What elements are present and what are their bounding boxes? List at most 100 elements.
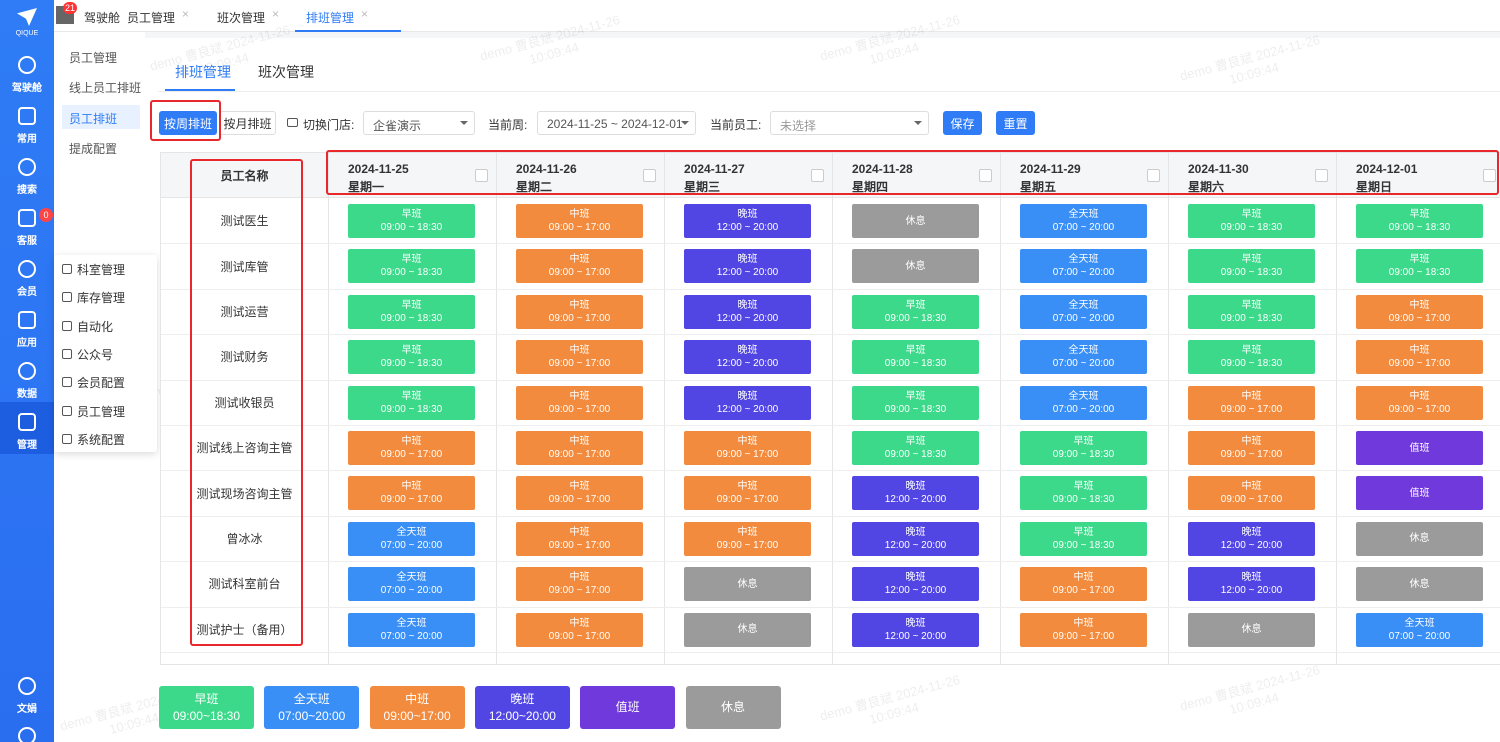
shift-cell[interactable]: 中班 09:00 ~ 17:00 — [1188, 385, 1315, 420]
sidebar-item[interactable]: 客服 — [17, 236, 37, 247]
shift-cell[interactable]: 早班 09:00 ~ 18:30 — [1020, 431, 1147, 465]
shift-cell[interactable]: 全天班 07:00 ~ 20:00 — [1020, 294, 1147, 329]
shift-cell[interactable]: 中班 09:00 ~ 17:00 — [516, 249, 643, 284]
shift-cell[interactable]: 早班 09:00 ~ 18:30 — [1188, 204, 1315, 238]
sidebar-item[interactable]: 驾驶舱 — [12, 83, 42, 94]
sidebar-item[interactable]: 搜索 — [17, 185, 37, 196]
shift-cell[interactable]: 早班 09:00 ~ 18:30 — [348, 294, 475, 329]
shift-cell[interactable]: 中班 09:00 ~ 17:00 — [1188, 476, 1315, 511]
shift-cell[interactable]: 中班 09:00 ~ 17:00 — [516, 521, 643, 556]
shift-cell[interactable]: 休息 — [684, 567, 811, 602]
shift-cell[interactable]: 中班 09:00 ~ 17:00 — [516, 385, 643, 420]
sidebar-item[interactable]: 应用 — [17, 338, 37, 349]
shift-cell[interactable]: 中班 09:00 ~ 17:00 — [684, 521, 811, 556]
shift-cell[interactable]: 晚班 12:00 ~ 20:00 — [852, 612, 979, 647]
header-checkbox[interactable] — [1483, 169, 1496, 182]
shift-cell[interactable]: 中班 09:00 ~ 17:00 — [1356, 294, 1483, 329]
shift-cell[interactable]: 全天班 07:00 ~ 20:00 — [348, 521, 475, 556]
shift-cell[interactable]: 早班 09:00 ~ 18:30 — [1356, 204, 1483, 238]
shift-cell[interactable]: 值班 — [1356, 476, 1483, 511]
shift-cell[interactable]: 全天班 07:00 ~ 20:00 — [1020, 340, 1147, 375]
header-checkbox[interactable] — [979, 169, 992, 182]
tab-close[interactable]: × — [361, 7, 369, 21]
shift-cell[interactable]: 早班 09:00 ~ 18:30 — [1356, 249, 1483, 284]
header-checkbox[interactable] — [475, 169, 488, 182]
shift-cell[interactable]: 早班 09:00 ~ 18:30 — [1020, 476, 1147, 511]
shift-cell[interactable]: 中班 09:00 ~ 17:00 — [516, 204, 643, 238]
header-checkbox[interactable] — [811, 169, 824, 182]
header-checkbox[interactable] — [643, 169, 656, 182]
header-checkbox[interactable] — [1315, 169, 1328, 182]
popup-item[interactable]: 公众号 — [77, 347, 114, 362]
content-tab[interactable]: 班次管理 — [258, 64, 314, 80]
shift-cell[interactable]: 晚班 12:00 ~ 20:00 — [684, 294, 811, 329]
sidebar-item[interactable]: 常用 — [17, 134, 37, 145]
shift-cell[interactable]: 休息 — [1356, 567, 1483, 602]
popup-item[interactable]: 会员配置 — [77, 376, 126, 391]
popup-item[interactable]: 库存管理 — [77, 291, 126, 306]
month-button[interactable]: 按月排班 — [219, 111, 276, 135]
shift-cell[interactable]: 晚班 12:00 ~ 20:00 — [684, 340, 811, 375]
shift-cell[interactable]: 中班 09:00 ~ 17:00 — [516, 612, 643, 647]
shift-cell[interactable]: 晚班 12:00 ~ 20:00 — [852, 476, 979, 511]
shift-cell[interactable]: 晚班 12:00 ~ 20:00 — [1188, 567, 1315, 602]
shift-cell[interactable]: 中班 09:00 ~ 17:00 — [516, 476, 643, 511]
shift-cell[interactable]: 早班 09:00 ~ 18:30 — [852, 294, 979, 329]
header-checkbox[interactable] — [1147, 169, 1160, 182]
shift-cell[interactable]: 晚班 12:00 ~ 20:00 — [852, 567, 979, 602]
tab-close[interactable]: × — [182, 7, 190, 21]
shift-cell[interactable]: 早班 09:00 ~ 18:30 — [852, 385, 979, 420]
shift-cell[interactable]: 中班 09:00 ~ 17:00 — [348, 431, 475, 465]
sidebar-item[interactable]: 会员 — [17, 287, 37, 298]
popup-item[interactable]: 自动化 — [77, 319, 114, 334]
shift-cell[interactable]: 早班 09:00 ~ 18:30 — [852, 431, 979, 465]
shift-cell[interactable]: 中班 09:00 ~ 17:00 — [1356, 340, 1483, 375]
shift-cell[interactable]: 休息 — [852, 204, 979, 238]
week-button[interactable]: 按周排班 — [159, 111, 217, 135]
shift-cell[interactable]: 中班 09:00 ~ 17:00 — [348, 476, 475, 511]
popup-item[interactable]: 系统配置 — [77, 432, 126, 447]
shift-cell[interactable]: 早班 09:00 ~ 18:30 — [1188, 249, 1315, 284]
shift-cell[interactable]: 晚班 12:00 ~ 20:00 — [852, 521, 979, 556]
submenu-item[interactable]: 线上员工排班 — [69, 81, 142, 96]
sidebar-item[interactable]: 文娟 — [17, 704, 37, 715]
shift-cell[interactable]: 休息 — [852, 249, 979, 284]
shift-cell[interactable]: 中班 09:00 ~ 17:00 — [1020, 612, 1147, 647]
content-tab[interactable]: 排班管理 — [175, 64, 231, 80]
shift-cell[interactable]: 中班 09:00 ~ 17:00 — [684, 431, 811, 465]
tab[interactable]: 班次管理 — [217, 11, 266, 25]
shift-cell[interactable]: 早班 09:00 ~ 18:30 — [348, 385, 475, 420]
shift-cell[interactable]: 中班 09:00 ~ 17:00 — [516, 431, 643, 465]
shift-cell[interactable]: 晚班 12:00 ~ 20:00 — [684, 385, 811, 420]
week-select[interactable]: 2024-11-25 ~ 2024-12-01 — [537, 111, 696, 135]
shift-cell[interactable]: 晚班 12:00 ~ 20:00 — [684, 204, 811, 238]
shift-cell[interactable]: 全天班 07:00 ~ 20:00 — [348, 612, 475, 647]
shift-cell[interactable]: 中班 09:00 ~ 17:00 — [1020, 567, 1147, 602]
shift-cell[interactable]: 休息 — [1356, 521, 1483, 556]
reset-button[interactable]: 重置 — [996, 111, 1035, 135]
tab-close[interactable]: × — [272, 7, 280, 21]
shift-cell[interactable]: 早班 09:00 ~ 18:30 — [348, 204, 475, 238]
shift-cell[interactable]: 晚班 12:00 ~ 20:00 — [684, 249, 811, 284]
submenu-item[interactable]: 员工排班 — [69, 111, 118, 126]
shift-cell[interactable]: 休息 — [684, 612, 811, 647]
shift-cell[interactable]: 中班 09:00 ~ 17:00 — [516, 567, 643, 602]
shift-cell[interactable]: 中班 09:00 ~ 17:00 — [1356, 385, 1483, 420]
shift-cell[interactable]: 值班 — [1356, 431, 1483, 465]
submenu-item[interactable]: 员工管理 — [69, 51, 118, 65]
tab[interactable]: 驾驶舱 — [84, 11, 121, 25]
shift-cell[interactable]: 休息 — [1188, 612, 1315, 647]
shift-cell[interactable]: 中班 09:00 ~ 17:00 — [684, 476, 811, 511]
sidebar-item[interactable]: 管理 — [17, 440, 37, 451]
popup-item[interactable]: 员工管理 — [77, 404, 126, 419]
shift-cell[interactable]: 全天班 07:00 ~ 20:00 — [1020, 385, 1147, 420]
shift-cell[interactable]: 中班 09:00 ~ 17:00 — [1188, 431, 1315, 465]
store-select[interactable]: 企雀演示 — [363, 111, 475, 135]
sidebar-item[interactable]: 数据 — [17, 389, 37, 400]
shift-cell[interactable]: 晚班 12:00 ~ 20:00 — [1188, 521, 1315, 556]
shift-cell[interactable]: 全天班 07:00 ~ 20:00 — [1356, 612, 1483, 647]
shift-cell[interactable]: 早班 09:00 ~ 18:30 — [852, 340, 979, 375]
shift-cell[interactable]: 全天班 07:00 ~ 20:00 — [348, 567, 475, 602]
shift-cell[interactable]: 中班 09:00 ~ 17:00 — [516, 294, 643, 329]
popup-item[interactable]: 科室管理 — [77, 263, 126, 277]
